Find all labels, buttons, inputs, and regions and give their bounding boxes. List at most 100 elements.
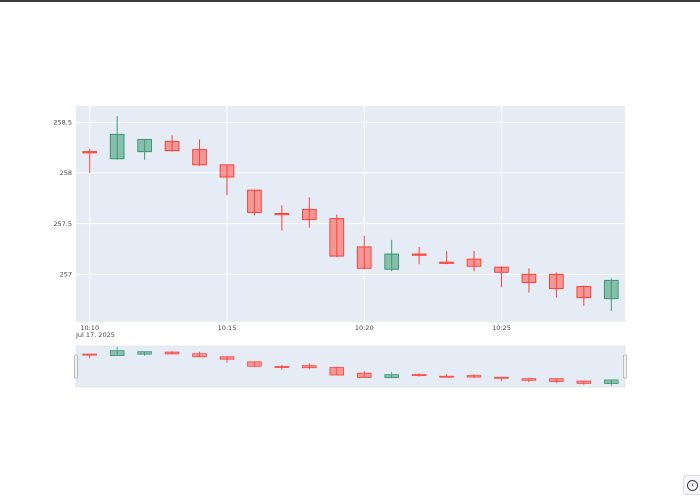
floating-action-button[interactable]: ‹	[683, 475, 700, 495]
slider-candle-body	[439, 375, 454, 378]
candle-decreasing[interactable]	[521, 268, 537, 293]
range-slider-left-handle[interactable]	[74, 354, 78, 379]
slider-candle-body	[356, 372, 372, 378]
candle-body[interactable]	[411, 253, 427, 256]
slider-candle-body	[576, 380, 592, 384]
candle-body[interactable]	[164, 140, 180, 152]
y-axis: 257 257.5 258 258.5	[53, 118, 72, 278]
slider-candle-body	[247, 361, 262, 367]
plot-area[interactable]	[76, 106, 625, 322]
slider-candle	[411, 373, 427, 377]
slider-candle-body	[466, 375, 482, 378]
x-tick-label: 10:15	[218, 324, 237, 332]
slider-candle	[274, 364, 290, 370]
slider-candle-body	[549, 378, 564, 382]
range-slider-right-handle[interactable]	[623, 354, 627, 379]
candle-body[interactable]	[603, 279, 619, 300]
slider-candle-body	[274, 366, 290, 368]
y-tick-label: 258.5	[53, 118, 72, 126]
slider-candle-body	[192, 353, 207, 358]
candle-body[interactable]	[549, 273, 564, 290]
candle-body[interactable]	[576, 286, 592, 299]
slider-candle	[219, 356, 235, 363]
candle-decreasing[interactable]	[439, 251, 454, 265]
window-top-border	[0, 0, 700, 2]
slider-candle	[384, 371, 399, 379]
candle-decreasing[interactable]	[329, 214, 345, 258]
slider-candle	[494, 376, 509, 382]
range-slider-candles	[82, 347, 619, 386]
slider-candle	[82, 353, 97, 359]
slider-candle-body	[604, 379, 619, 384]
x-tick-label: 10:10	[80, 324, 99, 332]
candle-decreasing[interactable]	[466, 251, 482, 272]
candle-decreasing[interactable]	[219, 164, 235, 196]
slider-candle	[549, 378, 564, 384]
candle-decreasing[interactable]	[576, 285, 592, 306]
slider-candle-body	[494, 376, 509, 379]
candle-body[interactable]	[109, 133, 125, 160]
x-tick-label: 10:25	[492, 324, 511, 332]
slider-candle-body	[82, 353, 97, 356]
candle-decreasing[interactable]	[164, 135, 180, 152]
candle-decreasing[interactable]	[82, 148, 98, 173]
candle-body[interactable]	[192, 149, 207, 166]
candle-decreasing[interactable]	[192, 139, 207, 166]
slider-candle	[302, 363, 317, 370]
y-tick-label: 257	[60, 271, 72, 279]
slider-candle	[164, 350, 180, 355]
chevron-left-icon: ‹	[687, 480, 698, 491]
slider-candle-body	[164, 351, 180, 355]
candle-body[interactable]	[301, 208, 317, 221]
slider-candle-body	[137, 351, 152, 355]
candle-body[interactable]	[137, 138, 152, 153]
slider-candle	[604, 379, 619, 386]
candle-increasing[interactable]	[603, 278, 619, 311]
slider-candle	[109, 347, 125, 356]
slider-candle	[576, 380, 592, 385]
slider-candle	[466, 374, 482, 379]
slider-candle	[521, 377, 537, 383]
candle-decreasing[interactable]	[549, 272, 564, 298]
y-tick-label: 258	[60, 169, 72, 177]
candle-decreasing[interactable]	[274, 205, 290, 231]
candle-increasing[interactable]	[384, 239, 400, 272]
slider-candle	[329, 366, 345, 376]
slider-candle-body	[521, 378, 537, 381]
candles[interactable]	[82, 116, 619, 311]
slider-candle-body	[329, 367, 345, 376]
candle-body[interactable]	[247, 189, 262, 213]
slider-candle-body	[302, 365, 317, 369]
candle-body[interactable]	[494, 266, 509, 273]
candle-body[interactable]	[329, 218, 345, 257]
candle-decreasing[interactable]	[411, 246, 427, 265]
candle-body[interactable]	[219, 164, 235, 178]
slider-candle-body	[411, 374, 427, 377]
candle-decreasing[interactable]	[356, 235, 372, 270]
slider-candle-body	[384, 374, 399, 379]
slider-candle	[137, 351, 152, 356]
slider-candle	[192, 351, 207, 358]
range-slider[interactable]	[75, 345, 626, 388]
candle-body[interactable]	[82, 151, 98, 154]
slider-candle-body	[109, 350, 125, 356]
candle-increasing[interactable]	[137, 138, 152, 160]
candle-decreasing[interactable]	[301, 197, 317, 228]
candle-body[interactable]	[274, 212, 290, 216]
x-tick-label: 10:20	[355, 324, 374, 332]
candle-decreasing[interactable]	[494, 266, 509, 288]
candle-body[interactable]	[466, 258, 482, 267]
candle-body[interactable]	[521, 273, 537, 283]
y-tick-label: 257.5	[53, 220, 72, 228]
slider-candle	[439, 374, 454, 378]
candle-body[interactable]	[384, 253, 400, 270]
candle-body[interactable]	[439, 261, 454, 264]
slider-candle	[356, 370, 372, 378]
x-axis-date-label: Jul 17, 2025	[75, 331, 115, 339]
slider-candle	[247, 361, 262, 367]
candle-increasing[interactable]	[109, 116, 125, 160]
slider-candle-body	[219, 356, 235, 360]
candle-decreasing[interactable]	[247, 189, 262, 216]
candle-body[interactable]	[356, 246, 372, 269]
